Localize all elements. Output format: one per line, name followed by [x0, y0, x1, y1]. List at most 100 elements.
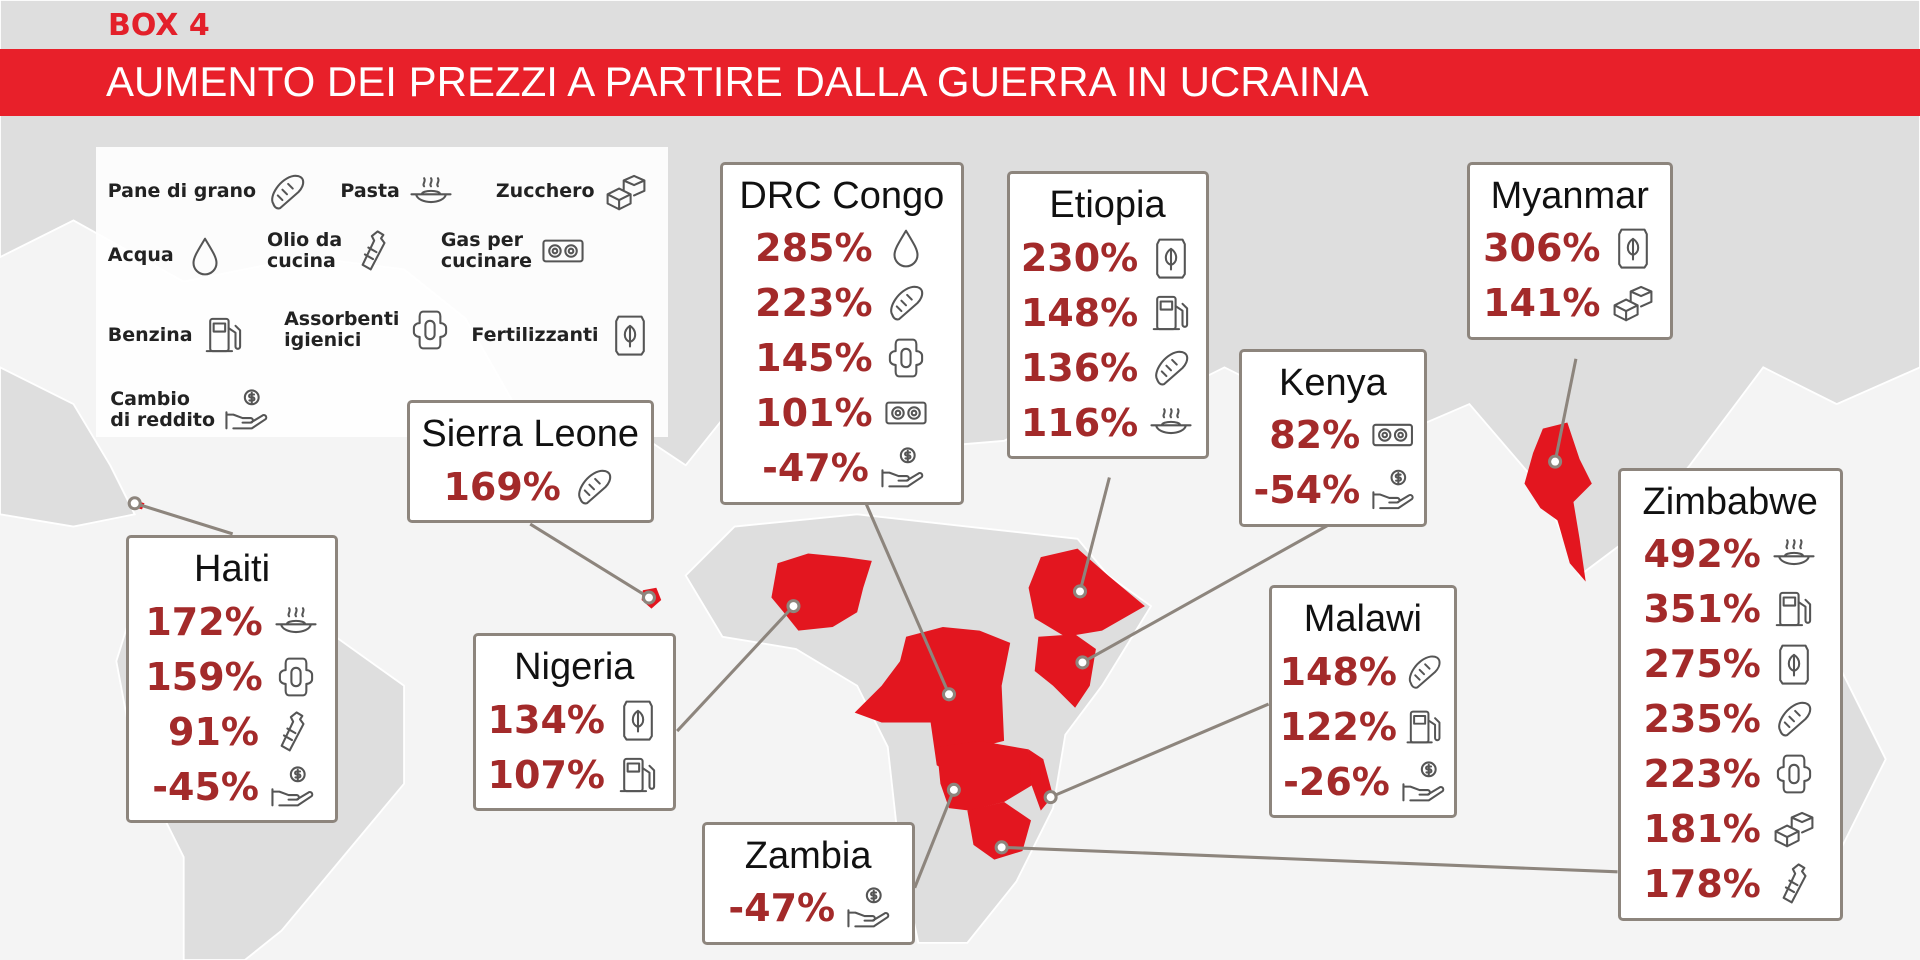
legend-item: Fertilizzanti [471, 312, 652, 358]
country-box: Etiopia 230% 148% 136% 116% [1006, 171, 1209, 460]
connector [1553, 358, 1578, 462]
icon [881, 447, 924, 488]
legend-item: Zucchero [496, 169, 649, 215]
legend-label: Gas per cucinare [440, 228, 532, 272]
legend-label: Acqua [107, 244, 174, 267]
icon [619, 757, 656, 792]
price-row: 223% [1629, 747, 1832, 802]
price-change: 275% [1643, 642, 1761, 687]
legend-item: Benzina [108, 312, 247, 358]
icon [847, 887, 890, 928]
price-row: 181% [1629, 802, 1832, 857]
price-change: 230% [1020, 235, 1139, 280]
icon [606, 174, 646, 211]
price-row: 116% [1018, 395, 1198, 450]
pin [1043, 790, 1058, 805]
country-name: DRC Congo [739, 174, 945, 217]
price-row: 159% [137, 649, 327, 704]
icon [271, 174, 305, 210]
legend-label: Benzina [107, 323, 193, 346]
price-row: 169% [418, 459, 643, 514]
price-change: -26% [1283, 759, 1390, 804]
country-box: Zimbabwe 492% 351% 275% 235% 223% 181% 178% [1617, 467, 1843, 921]
legend-item: Acqua [108, 233, 228, 279]
price-change: -47% [728, 886, 836, 931]
price-change: 134% [487, 697, 605, 742]
price-change: 351% [1643, 587, 1761, 632]
connector [676, 605, 795, 733]
price-row: 275% [1629, 637, 1832, 692]
title-banner [0, 49, 1920, 116]
icon [1150, 408, 1192, 435]
price-change: -54% [1253, 468, 1361, 513]
price-row: 122% [1280, 699, 1447, 754]
price-change: 285% [755, 226, 873, 271]
price-row: 134% [484, 692, 665, 747]
price-row: 223% [731, 276, 953, 331]
legend-item: Assorbenti igienici [284, 307, 453, 353]
country-box: DRC Congo 285% 223% 145% 101% -47% [720, 161, 964, 505]
price-change: 178% [1643, 862, 1761, 907]
pin [1072, 584, 1088, 599]
price-row: 230% [1018, 230, 1198, 285]
icon [1776, 754, 1812, 794]
icon [271, 766, 314, 807]
title: AUMENTO DEI PREZZI A PARTIRE DALLA GUERR… [106, 58, 1369, 105]
icon [1775, 592, 1812, 627]
price-row: -45% [137, 759, 327, 814]
price-row: -26% [1280, 754, 1447, 809]
price-row: -54% [1250, 463, 1415, 518]
pin [127, 496, 142, 511]
price-row: -47% [731, 441, 953, 496]
price-row: 178% [1629, 857, 1832, 912]
price-change: -45% [152, 764, 260, 809]
legend-background [96, 147, 668, 437]
icon [888, 338, 923, 378]
icon [1402, 761, 1445, 802]
icon [1773, 539, 1815, 566]
price-change: 148% [1279, 649, 1397, 694]
legend-label: Fertilizzanti [471, 323, 599, 346]
pin [994, 840, 1009, 855]
connectors [127, 358, 1618, 889]
price-change: 492% [1643, 532, 1761, 577]
price-change: 91% [168, 709, 260, 754]
country-name: Etiopia [1049, 184, 1166, 227]
pin [1075, 655, 1090, 670]
icon [1774, 812, 1814, 848]
icon [1155, 350, 1189, 386]
pin [786, 599, 801, 614]
price-row: 492% [1629, 527, 1832, 582]
price-change: 122% [1279, 704, 1397, 749]
price-row: 172% [137, 594, 327, 649]
legend-item: Olio da cucina [267, 228, 396, 274]
icon [1782, 863, 1807, 904]
connector [529, 522, 650, 599]
icon [413, 310, 448, 350]
icon [361, 230, 386, 271]
legend-label: Pane di grano [107, 180, 257, 203]
country-box: Myanmar 306% 141% [1466, 161, 1673, 340]
price-row: 136% [1018, 340, 1198, 395]
icon [1618, 228, 1649, 269]
price-row: 235% [1629, 692, 1832, 747]
price-change: 306% [1483, 226, 1601, 271]
country-name: Myanmar [1490, 174, 1649, 217]
icon [275, 606, 317, 633]
legend-label: Zucchero [495, 180, 595, 203]
pin [1548, 454, 1563, 469]
price-row: 91% [137, 704, 327, 759]
connector [861, 496, 951, 695]
legend-label: Pasta [340, 180, 400, 203]
connector [134, 501, 234, 536]
price-change: 107% [487, 752, 605, 797]
country-box: Haiti 172% 159% 91% -45% [126, 535, 338, 824]
connector [1081, 521, 1333, 664]
price-row: 101% [731, 386, 953, 441]
icon [1614, 285, 1653, 322]
icon [614, 315, 645, 356]
price-change: -47% [762, 446, 869, 491]
price-change: 223% [755, 281, 873, 326]
price-row: 82% [1250, 408, 1415, 463]
